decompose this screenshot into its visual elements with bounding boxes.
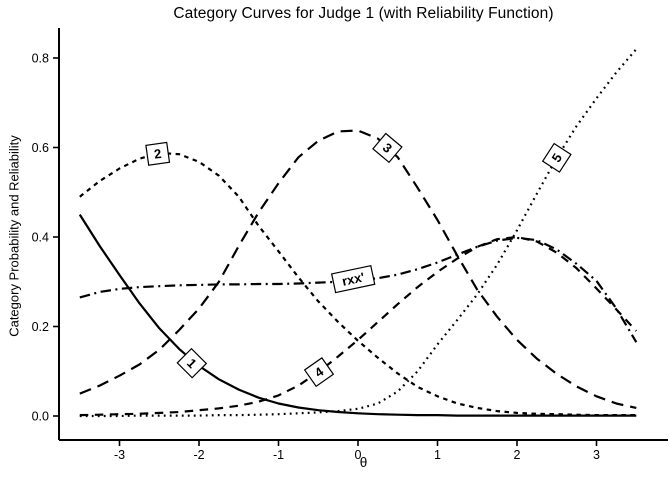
curve-1 — [78, 214, 637, 417]
y-tick-label: 0.8 — [32, 52, 49, 66]
x-tick-label: -3 — [114, 448, 125, 462]
curve-label-4: 4 — [303, 357, 335, 388]
y-tick-label: 0.4 — [32, 231, 49, 245]
curve-label-text: 2 — [153, 146, 162, 162]
curve-5 — [79, 48, 638, 418]
curve-label-box — [303, 357, 335, 388]
curve-4 — [79, 235, 638, 417]
curve-label-rxx: rxx' — [330, 264, 376, 294]
curve-label-box — [372, 132, 403, 164]
y-tick-label: 0.2 — [32, 320, 49, 334]
x-tick-label: 2 — [514, 448, 521, 462]
x-tick-label: -2 — [193, 448, 204, 462]
curve-label-text: rxx' — [341, 269, 366, 288]
x-tick-label: 0 — [355, 448, 362, 462]
curve-label-1: 1 — [176, 347, 208, 379]
x-tick-label: -1 — [273, 448, 284, 462]
curve-label-2: 2 — [145, 141, 171, 166]
curve-label-box — [176, 347, 208, 379]
x-axis-label: θ — [359, 455, 368, 470]
curve-label-box — [541, 142, 572, 173]
curve-label-3: 3 — [372, 132, 403, 164]
chart-title: Category Curves for Judge 1 (with Reliab… — [173, 5, 554, 22]
x-tick-label: 3 — [593, 448, 600, 462]
curve-label-5: 5 — [541, 142, 572, 173]
curve-label-box — [145, 141, 171, 166]
x-tick-label: 1 — [434, 448, 441, 462]
y-axis-label: Category Probability and Reliability — [6, 135, 22, 337]
curve-rxx — [79, 236, 638, 343]
y-tick-label: 0.6 — [32, 141, 49, 155]
y-tick-label: 0.0 — [32, 410, 49, 424]
curve-2 — [79, 151, 637, 417]
curve-label-box — [330, 264, 376, 294]
